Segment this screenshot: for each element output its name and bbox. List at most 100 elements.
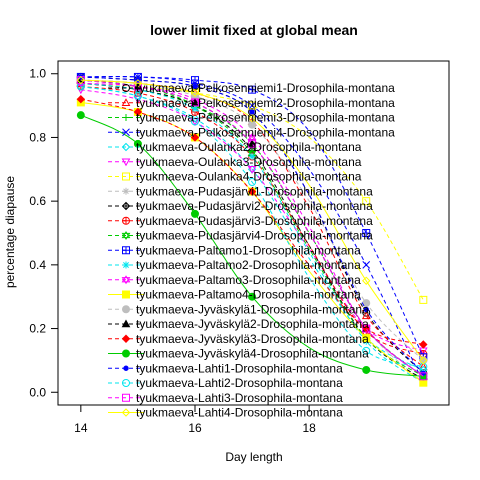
data-point <box>362 260 371 269</box>
y-axis-label: percentage diapause <box>3 176 17 288</box>
legend-item: tyukmaeva-Paltamo1-Drosophila-montana <box>108 243 361 257</box>
legend-marker <box>122 305 130 314</box>
legend-marker <box>121 334 131 343</box>
data-point <box>190 118 200 127</box>
legend-label: tyukmaeva-Paltamo4-Drosophila-montana <box>136 288 361 302</box>
legend-item: tyukmaeva-Paltamo2-Drosophila-montana <box>108 258 361 272</box>
data-point <box>190 98 199 107</box>
legend-item: tyukmaeva-Pelkosenniemi4-Drosophila-mont… <box>108 125 395 139</box>
data-point <box>191 105 199 113</box>
legend-marker <box>122 379 130 387</box>
data-point <box>190 209 199 218</box>
legend-label: tyukmaeva-Pelkosenniemi3-Drosophila-mont… <box>136 111 395 125</box>
series-23 <box>76 75 428 365</box>
data-point <box>362 346 371 355</box>
legend-label: tyukmaeva-Lahti3-Drosophila-montana <box>136 391 343 405</box>
legend-label: tyukmaeva-Oulanka4-Drosophila-montana <box>136 170 362 184</box>
data-point <box>133 79 143 88</box>
legend-label: tyukmaeva-Lahti4-Drosophila-montana <box>136 406 343 420</box>
legend-item: tyukmaeva-Jyväskylä2-Drosophila-montana <box>108 317 369 331</box>
legend-item: tyukmaeva-Paltamo4-Drosophila-montana <box>108 288 361 302</box>
series-line <box>80 79 424 361</box>
legend-item: tyukmaeva-Lahti4-Drosophila-montana <box>108 406 343 420</box>
data-point <box>362 334 371 343</box>
legend-marker <box>121 408 131 417</box>
legend-label: tyukmaeva-Pudasjärvi1-Drosophila-montana <box>136 184 373 198</box>
legend-item: tyukmaeva-Lahti2-Drosophila-montana <box>108 376 343 390</box>
chart-title: lower limit fixed at global mean <box>150 22 358 38</box>
legend-item: tyukmaeva-Paltamo3-Drosophila-montana <box>108 273 361 287</box>
series-19 <box>76 111 428 381</box>
legend-label: tyukmaeva-Lahti1-Drosophila-montana <box>136 361 343 375</box>
data-point <box>362 276 371 285</box>
legend-label: tyukmaeva-Lahti2-Drosophila-montana <box>136 376 343 390</box>
data-point <box>190 88 200 98</box>
legend-item: tyukmaeva-Pelkosenniemi2-Drosophila-mont… <box>108 96 395 110</box>
data-point <box>247 165 257 174</box>
data-point <box>362 229 371 237</box>
series-line <box>80 75 424 383</box>
data-point <box>248 139 257 148</box>
legend-item: tyukmaeva-Jyväskylä4-Drosophila-montana <box>108 347 369 361</box>
y-tick-label: 1.0 <box>29 67 46 81</box>
y-tick-label: 0.8 <box>29 130 46 144</box>
legend-marker <box>121 201 131 211</box>
data-point <box>76 111 85 120</box>
data-point <box>361 311 371 320</box>
legend-label: tyukmaeva-Jyväskylä3-Drosophila-montana <box>136 332 369 346</box>
legend-marker <box>121 142 131 152</box>
plot-frame <box>57 60 450 406</box>
legend-marker <box>122 246 130 255</box>
series-line <box>80 86 424 368</box>
legend-marker <box>121 275 131 285</box>
legend-marker <box>122 261 130 269</box>
y-tick-label: 0.4 <box>29 258 46 272</box>
y-tick-label: 0.6 <box>29 194 46 208</box>
legend-item: tyukmaeva-Pelkosenniemi3-Drosophila-mont… <box>108 111 395 125</box>
legend-label: tyukmaeva-Jyväskylä4-Drosophila-montana <box>136 347 369 361</box>
legend-marker <box>122 290 130 299</box>
data-point <box>76 75 86 85</box>
data-point <box>133 107 143 117</box>
legend-item: tyukmaeva-Pudasjärvi2-Drosophila-montana <box>108 199 373 213</box>
series-18 <box>76 95 428 349</box>
legend-item: tyukmaeva-Oulanka3-Drosophila-montana <box>108 155 362 169</box>
legend-item: tyukmaeva-Pelkosenniemi1-Drosophila-mont… <box>108 81 395 95</box>
data-point <box>248 178 257 187</box>
x-tick-label: 16 <box>188 421 202 435</box>
legend-item: tyukmaeva-Pudasjärvi1-Drosophila-montana <box>108 184 373 198</box>
data-point <box>76 95 86 104</box>
series-line <box>80 79 424 368</box>
legend-label: tyukmaeva-Paltamo3-Drosophila-montana <box>136 273 361 287</box>
legend-marker <box>122 172 130 181</box>
axes-layer: 14 16 18 0.0 0.2 0.4 0.6 0.8 1.0 <box>29 67 316 435</box>
legend-label: tyukmaeva-Pelkosenniemi2-Drosophila-mont… <box>136 96 395 110</box>
legend-marker <box>122 128 130 137</box>
data-point <box>133 92 142 101</box>
legend-label: tyukmaeva-Paltamo1-Drosophila-montana <box>136 243 361 257</box>
data-point <box>247 139 257 148</box>
y-tick-label: 0.0 <box>29 385 46 399</box>
legend-item: tyukmaeva-Oulanka2-Drosophila-montana <box>108 140 362 154</box>
data-point <box>190 133 200 142</box>
legend-marker <box>121 231 131 240</box>
legend-label: tyukmaeva-Pudasjärvi2-Drosophila-montana <box>136 199 373 213</box>
legend-item: tyukmaeva-Oulanka4-Drosophila-montana <box>108 170 362 184</box>
data-point <box>247 114 257 123</box>
series-line <box>80 79 424 377</box>
x-tick-label: 14 <box>74 421 88 435</box>
legend-label: tyukmaeva-Pudasjärvi3-Drosophila-montana <box>136 214 373 228</box>
data-point <box>419 372 428 381</box>
y-tick-label: 0.2 <box>29 322 46 336</box>
data-point <box>419 340 428 349</box>
data-point <box>248 292 257 301</box>
legend-marker <box>122 187 130 195</box>
legend-marker <box>121 319 131 328</box>
data-point <box>248 101 257 110</box>
data-point <box>190 117 199 126</box>
legend-label: tyukmaeva-Paltamo2-Drosophila-montana <box>136 258 361 272</box>
data-point <box>419 356 428 365</box>
legend-marker <box>122 216 130 225</box>
legend-item: tyukmaeva-Jyväskylä1-Drosophila-montana <box>108 302 369 316</box>
